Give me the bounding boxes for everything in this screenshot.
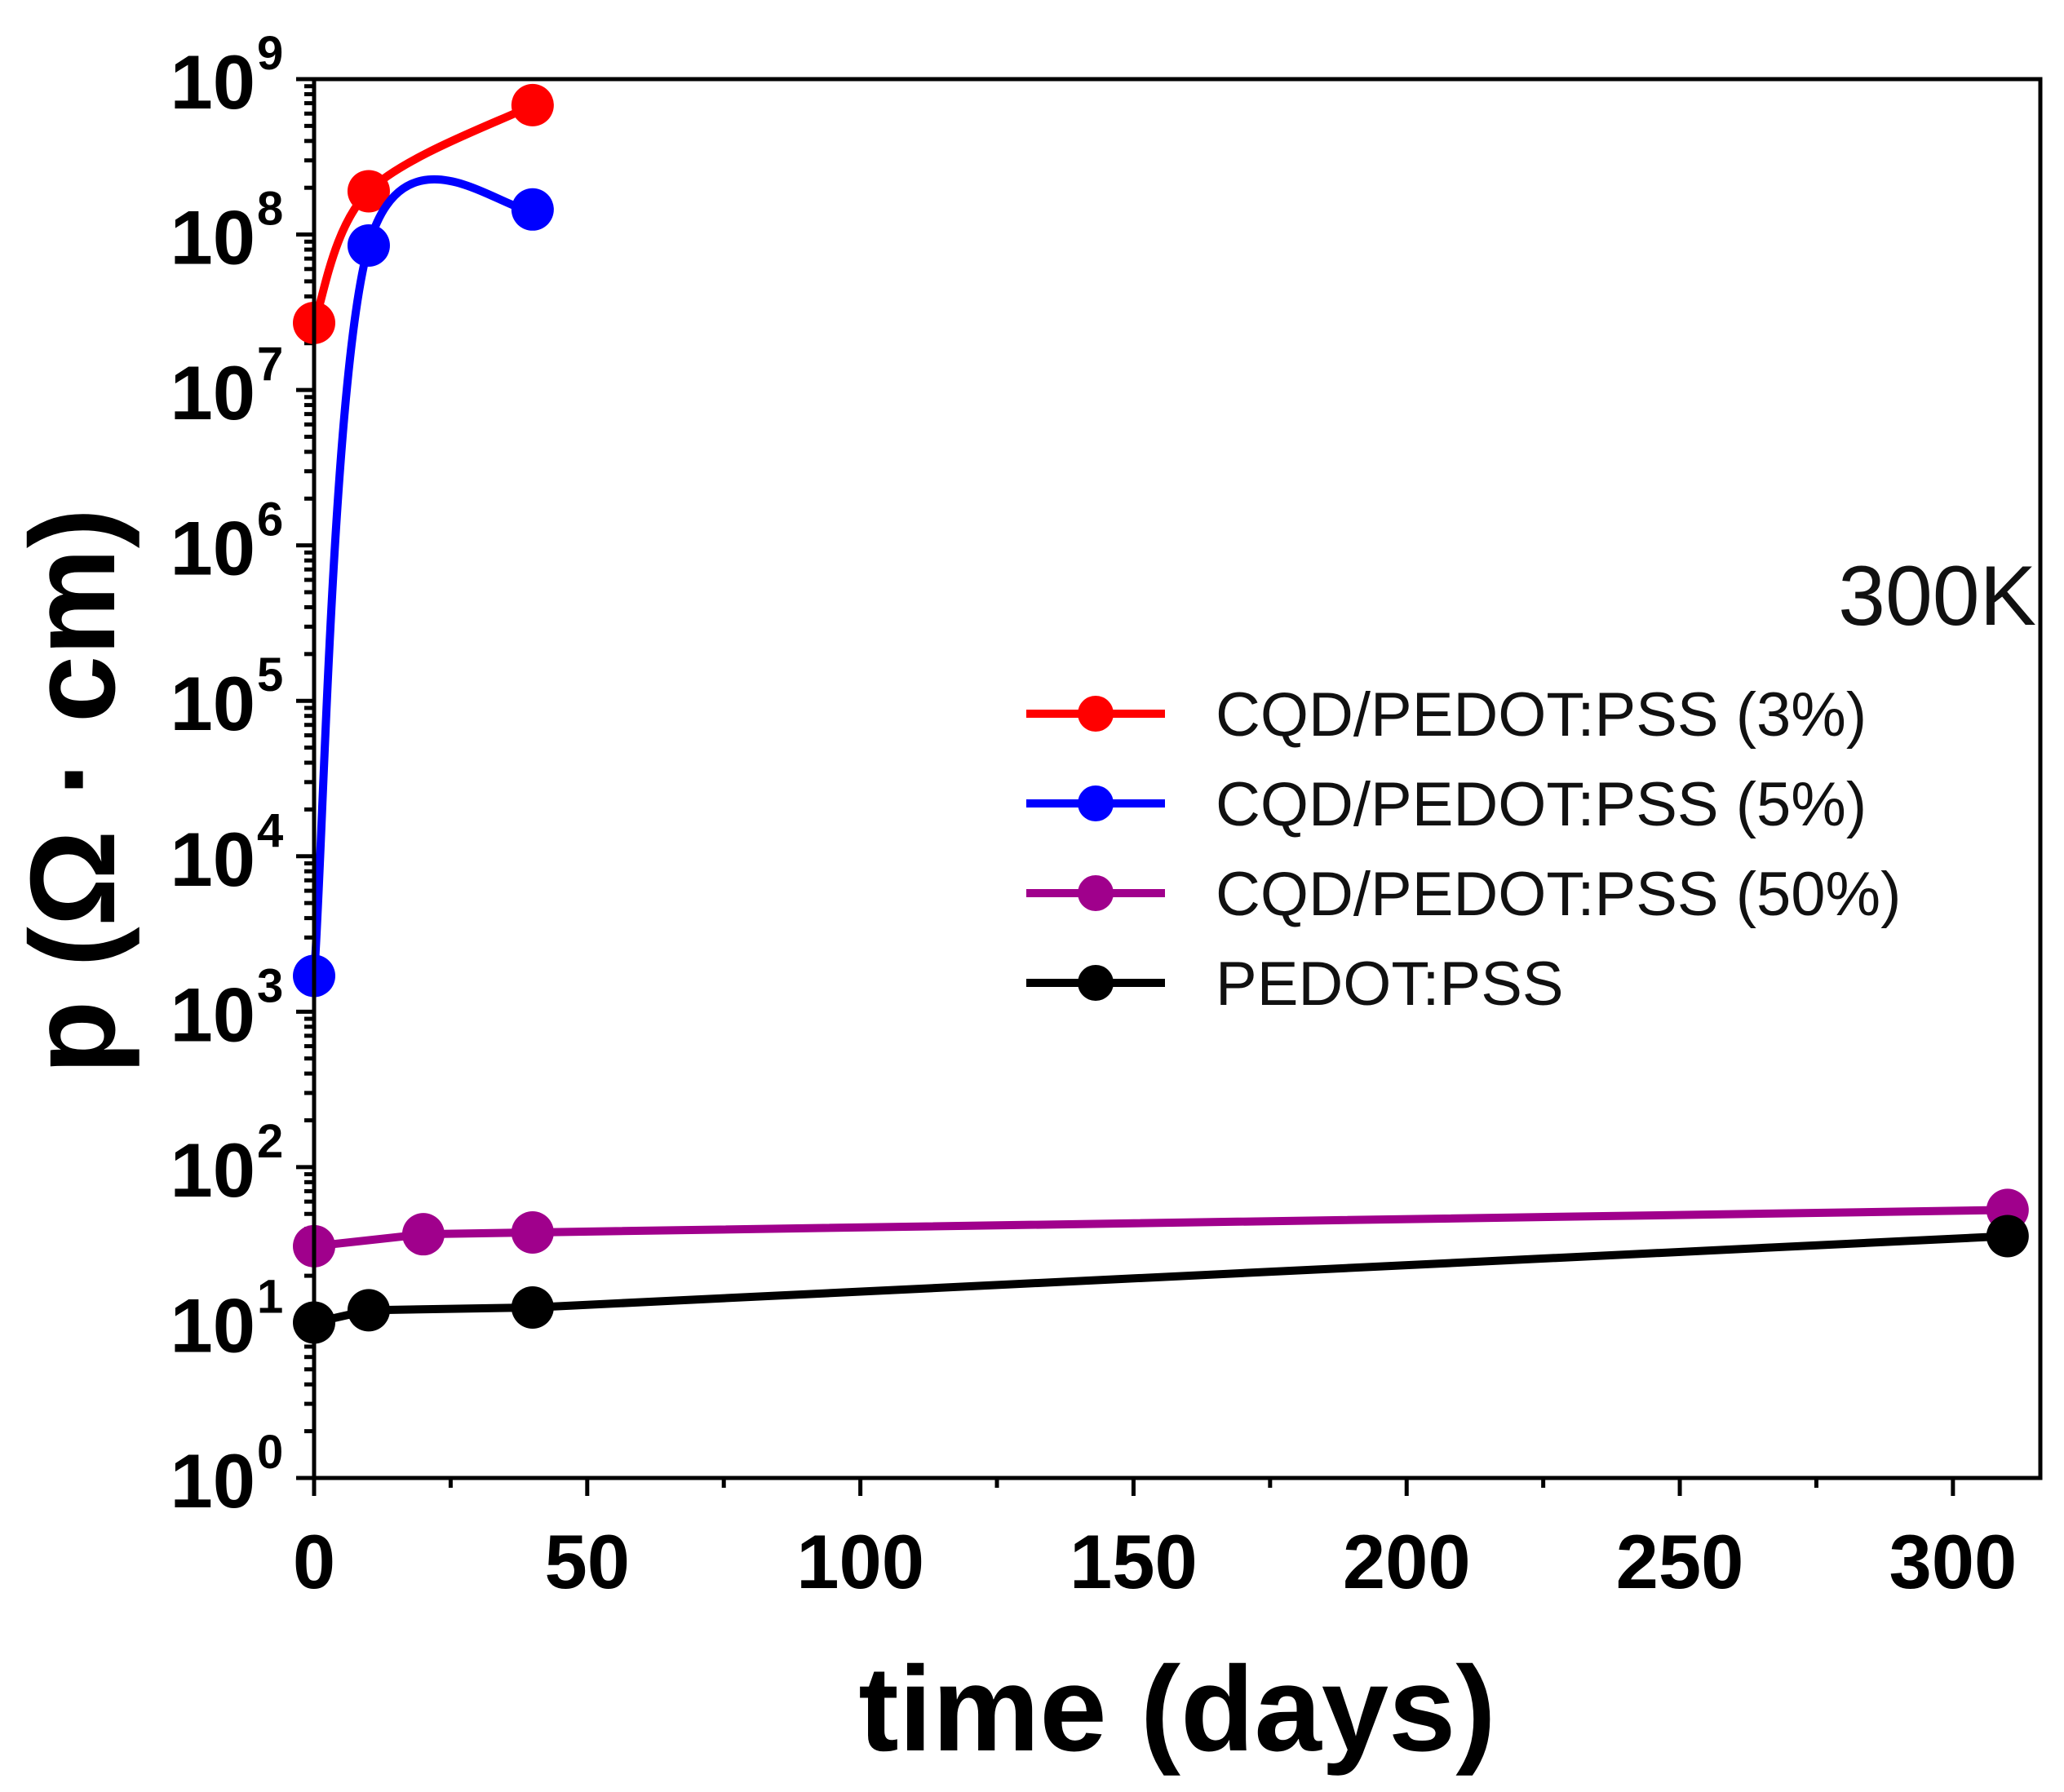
y-tick-label: 10 xyxy=(170,1127,255,1213)
legend-swatch-marker xyxy=(1078,696,1114,732)
y-tick-label: 10 xyxy=(170,971,255,1057)
y-tick-base: 10 xyxy=(170,39,255,125)
x-tick-label: 250 xyxy=(1616,1519,1744,1604)
y-tick-base: 10 xyxy=(170,195,255,281)
y-tick-base: 10 xyxy=(170,971,255,1057)
series-line-3 xyxy=(310,1232,2012,1327)
legend: CQD/PEDOT:PSS (3%) CQD/PEDOT:PSS (5%) CQD/… xyxy=(1026,680,1901,1019)
x-tick-label: 300 xyxy=(1889,1519,2017,1604)
legend-label: PEDOT:PSS xyxy=(1216,949,1564,1019)
legend-swatch-marker xyxy=(1078,785,1114,821)
y-tick-base: 10 xyxy=(170,506,255,591)
x-tick-label: 200 xyxy=(1343,1519,1471,1604)
x-tick-label: 150 xyxy=(1070,1519,1198,1604)
series-line-1 xyxy=(310,175,537,980)
y-tick-base: 10 xyxy=(170,1282,255,1368)
data-point-3 xyxy=(511,1285,554,1329)
y-tick-exponent: 6 xyxy=(257,493,283,546)
y-tick-base: 10 xyxy=(170,350,255,436)
y-tick-label: 10 xyxy=(170,350,255,436)
legend-label: CQD/PEDOT:PSS (3%) xyxy=(1216,680,1867,750)
series-group xyxy=(293,83,2029,1344)
y-tick-label: 10 xyxy=(170,1282,255,1368)
x-tick-label: 100 xyxy=(796,1519,924,1604)
data-point-1 xyxy=(511,188,554,231)
data-point-2 xyxy=(511,1210,554,1254)
y-tick-label: 10 xyxy=(170,661,255,746)
y-tick-base: 10 xyxy=(170,661,255,746)
data-point-2 xyxy=(401,1213,445,1256)
y-tick-label: 10 xyxy=(170,1438,255,1524)
y-tick-exponent: 2 xyxy=(257,1115,283,1168)
y-tick-exponent: 9 xyxy=(257,27,283,80)
y-tick-label: 10 xyxy=(170,39,255,125)
y-tick-exponent: 7 xyxy=(257,338,283,391)
legend-item: CQD/PEDOT:PSS (5%) xyxy=(1026,770,1867,839)
temperature-annotation: 300K xyxy=(1838,549,2036,644)
y-tick-label: 10 xyxy=(170,816,255,902)
x-tick-label: 50 xyxy=(545,1519,631,1604)
y-tick-exponent: 0 xyxy=(257,1426,283,1479)
y-tick-exponent: 8 xyxy=(257,183,283,236)
data-point-0 xyxy=(511,83,554,126)
legend-swatch-marker xyxy=(1078,875,1114,911)
y-tick-label: 10 xyxy=(170,195,255,281)
y-axis-title: p (Ω · cm) xyxy=(6,508,140,1074)
legend-item: CQD/PEDOT:PSS (3%) xyxy=(1026,680,1867,750)
data-point-1 xyxy=(347,224,390,268)
y-tick-exponent: 3 xyxy=(257,959,283,1012)
y-tick-exponent: 5 xyxy=(257,648,283,701)
legend-swatch-marker xyxy=(1078,965,1114,1001)
legend-item: PEDOT:PSS xyxy=(1026,949,1564,1019)
x-tick-labels: 0 50 100 150 200 250 300 xyxy=(293,1519,2017,1604)
legend-item: CQD/PEDOT:PSS (50%) xyxy=(1026,860,1901,929)
legend-label: CQD/PEDOT:PSS (50%) xyxy=(1216,860,1901,929)
series-line-2 xyxy=(310,1206,2012,1250)
data-point-3 xyxy=(1986,1215,2029,1258)
y-tick-base: 10 xyxy=(170,1127,255,1213)
y-tick-base: 10 xyxy=(170,1438,255,1524)
legend-label: CQD/PEDOT:PSS (5%) xyxy=(1216,770,1867,839)
data-point-0 xyxy=(347,170,390,213)
data-point-3 xyxy=(347,1289,390,1332)
series-line-0 xyxy=(310,100,537,327)
y-tick-label: 10 xyxy=(170,506,255,591)
y-tick-base: 10 xyxy=(170,816,255,902)
y-tick-exponent: 4 xyxy=(257,804,283,857)
y-tick-exponent: 1 xyxy=(257,1270,283,1323)
plot-frame xyxy=(312,77,2043,1480)
x-axis-title: time (days) xyxy=(858,1642,1495,1777)
x-tick-label: 0 xyxy=(293,1519,335,1604)
